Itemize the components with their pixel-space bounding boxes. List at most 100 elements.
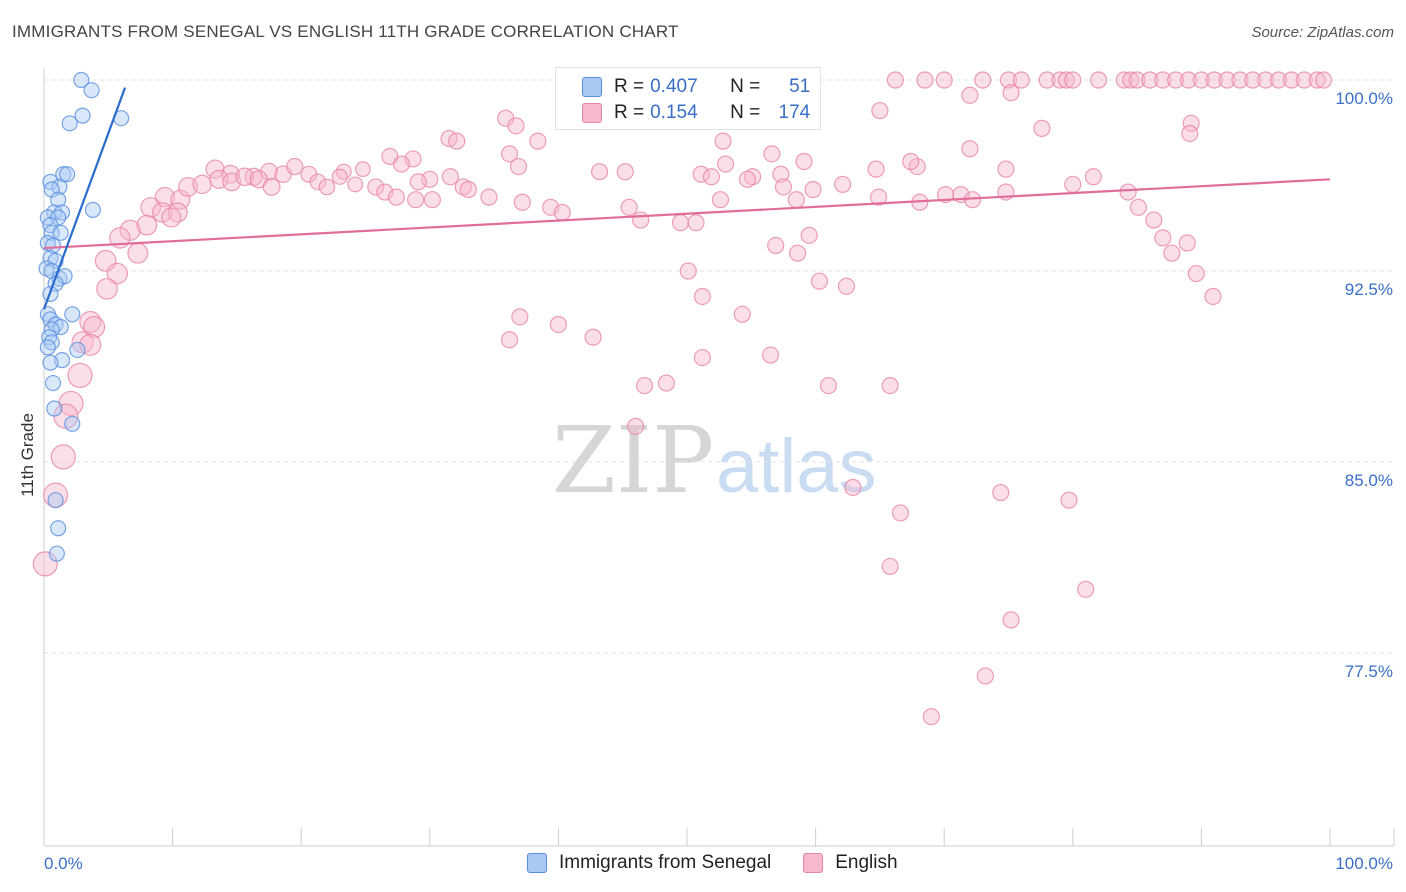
data-point (1064, 71, 1082, 89)
data-point (1128, 71, 1146, 89)
legend-row-senegal: R = 0.407 N = 51 (582, 75, 810, 99)
data-point (671, 214, 690, 232)
data-point (44, 374, 62, 392)
data-point (84, 201, 101, 218)
data-point (795, 152, 813, 171)
data-point (509, 157, 528, 176)
legend-n-label: N = (730, 102, 761, 123)
data-point (387, 188, 405, 206)
data-point (331, 168, 348, 185)
data-point (788, 244, 807, 262)
data-point (1033, 119, 1051, 137)
data-point (886, 71, 904, 89)
data-point (1077, 580, 1095, 598)
data-point (974, 71, 992, 89)
data-point (309, 173, 327, 191)
data-point (916, 71, 934, 89)
data-point (262, 178, 281, 196)
data-point (549, 315, 568, 334)
y-tick-label: 92.5% (1345, 280, 1393, 299)
data-point (1181, 124, 1199, 143)
y-tick-label: 100.0% (1335, 89, 1393, 108)
data-point (1167, 71, 1185, 89)
data-point (260, 162, 279, 181)
legend-item-senegal[interactable]: Immigrants from Senegal (527, 852, 771, 874)
x-tick-label-max: 100.0% (1335, 854, 1393, 873)
data-point (1163, 244, 1181, 262)
data-point (867, 160, 885, 178)
data-point (83, 82, 100, 99)
legend-r-value: 0.407 (650, 76, 698, 97)
data-point (871, 101, 889, 120)
trend-lines (42, 87, 1331, 310)
data-point (43, 224, 60, 241)
data-point (1179, 71, 1198, 89)
legend-item-english[interactable]: English (803, 852, 898, 874)
data-point (192, 174, 212, 195)
data-point (50, 191, 67, 208)
legend-r-value: 0.154 (650, 102, 698, 123)
data-point (679, 262, 697, 280)
x-tick-label-min: 0.0% (44, 854, 83, 873)
data-point (711, 191, 730, 209)
data-point (347, 176, 364, 193)
data-point (161, 207, 182, 228)
data-point (881, 557, 899, 576)
data-point (1218, 71, 1236, 89)
data-point (1060, 491, 1078, 509)
data-point (170, 189, 191, 210)
data-point (47, 492, 64, 509)
data-point (106, 262, 129, 285)
data-point (74, 107, 91, 124)
data-point (870, 188, 888, 206)
data-point (1145, 211, 1163, 229)
data-point (513, 193, 531, 211)
series-legend: Immigrants from Senegal English (527, 852, 930, 874)
data-point (64, 415, 81, 432)
data-point (83, 316, 106, 339)
y-tick-labels: 77.5% 85.0% 92.5% 100.0% (1335, 89, 1393, 681)
legend-row-english: R = 0.154 N = 174 (582, 101, 810, 125)
y-axis-label: 11th Grade (18, 413, 37, 497)
data-point (286, 157, 304, 176)
data-point (693, 348, 712, 367)
data-point (48, 545, 65, 562)
data-point (1141, 71, 1159, 89)
data-point (553, 203, 571, 222)
data-point (1012, 71, 1030, 89)
data-point (205, 159, 225, 179)
data-point (834, 175, 852, 194)
data-point (1314, 71, 1333, 89)
source-credit: Source: ZipAtlas.com (1251, 24, 1394, 41)
data-point (64, 306, 81, 323)
data-point (626, 417, 645, 435)
data-point (891, 504, 910, 522)
data-point (763, 145, 781, 163)
data-point (1064, 175, 1082, 194)
y-tick-label: 77.5% (1345, 662, 1393, 681)
data-point (693, 287, 712, 306)
data-point (1084, 168, 1102, 186)
data-point (154, 186, 176, 208)
data-point (1308, 71, 1326, 89)
legend-n-value: 51 (789, 76, 811, 97)
legend-swatch-pink (803, 853, 824, 873)
data-point (500, 331, 519, 349)
data-point (507, 117, 525, 135)
data-point (819, 377, 838, 395)
watermark-zip: ZIP (552, 407, 714, 514)
data-point (459, 180, 477, 199)
data-point (772, 165, 790, 183)
legend-n-value: 174 (778, 102, 811, 123)
data-point (96, 277, 118, 300)
data-point (355, 161, 371, 178)
data-point (1231, 71, 1249, 89)
data-point (1002, 611, 1020, 629)
data-point (961, 140, 979, 158)
data-point (997, 160, 1015, 178)
data-point (922, 708, 940, 726)
data-point (837, 277, 856, 295)
senegal-trend-line (42, 87, 127, 310)
data-point (1038, 71, 1056, 89)
legend-label-senegal: Immigrants from Senegal (559, 852, 772, 873)
